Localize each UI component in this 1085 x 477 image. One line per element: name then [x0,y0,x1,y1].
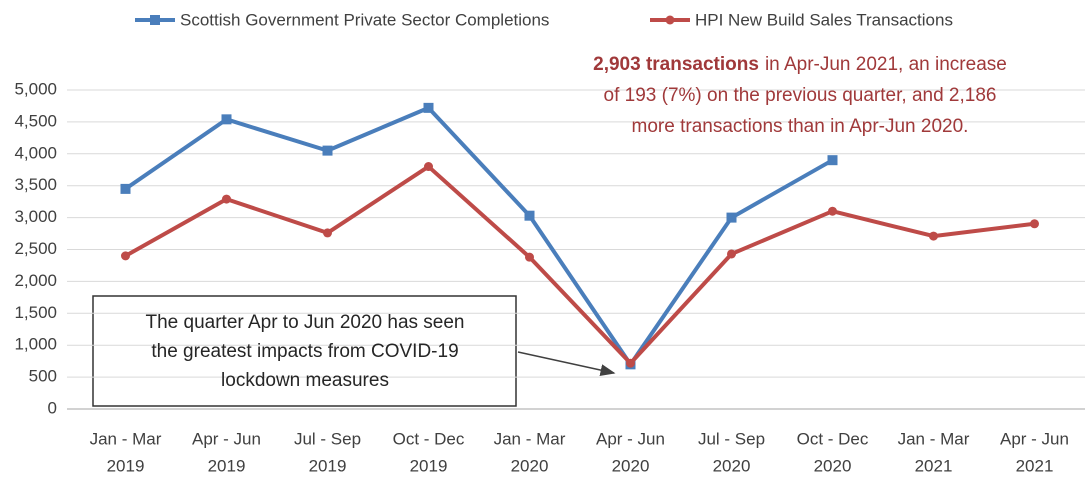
y-tick-label: 500 [29,367,57,386]
annotation-text: 2,903 transactions in Apr-Jun 2021, an in… [593,54,1007,75]
x-tick-label: 2019 [309,456,347,475]
legend-label: Scottish Government Private Sector Compl… [180,10,549,29]
legend-marker [665,15,675,25]
point [929,231,938,241]
point [828,206,837,216]
x-tick-label: Apr - Jun [596,429,665,448]
y-tick-label: 1,500 [14,303,57,322]
x-tick-label: Jan - Mar [898,429,970,448]
series-line [124,164,1035,366]
x-tick-label: Jan - Mar [494,429,566,448]
point [120,183,131,194]
x-tick-label: Jan - Mar [90,429,162,448]
annotation-arrow [517,351,616,376]
annotation-line: in Apr-Jun 2021, an increase [765,54,1007,75]
y-tick-label: 3,500 [14,175,57,194]
annotation-text: the greatest impacts from COVID-19 [151,341,458,362]
annotation-text: The quarter Apr to Jun 2020 has seen [146,312,465,333]
x-tick-label: 2019 [208,456,246,475]
point [323,228,332,238]
point [222,194,231,204]
x-tick-label: 2021 [1016,456,1054,475]
point [424,162,433,172]
annotation-text: more transactions than in Apr-Jun 2020. [632,116,969,137]
y-tick-label: 4,000 [14,143,57,162]
point [827,155,838,166]
x-tick-label: 2020 [814,456,852,475]
point [423,102,434,113]
y-tick-label: 5,000 [14,79,57,98]
y-tick-label: 3,000 [14,207,57,226]
x-tick-label: Apr - Jun [192,429,261,448]
x-tick-label: 2020 [713,456,751,475]
point [121,251,130,261]
point [322,145,333,156]
annotation-text: of 193 (7%) on the previous quarter, and… [604,85,997,106]
y-tick-label: 1,000 [14,335,57,354]
x-tick-label: Oct - Dec [393,429,465,448]
x-tick-label: Oct - Dec [797,429,869,448]
series-line [124,105,834,367]
point [221,114,232,125]
x-tick-label: 2019 [107,456,145,475]
y-tick-label: 0 [48,398,57,417]
point [1030,219,1039,229]
x-tick-label: 2020 [511,456,549,475]
x-tick-label: Apr - Jun [1000,429,1069,448]
y-tick-label: 2,000 [14,271,57,290]
x-tick-label: 2020 [612,456,650,475]
x-tick-label: Jul - Sep [294,429,361,448]
point [525,252,534,262]
annotation-bold: 2,903 transactions [593,54,759,75]
point [726,212,737,223]
legend-label: HPI New Build Sales Transactions [695,10,953,29]
y-tick-label: 4,500 [14,111,57,130]
x-tick-label: 2021 [915,456,953,475]
y-tick-label: 2,500 [14,239,57,258]
x-tick-label: Jul - Sep [698,429,765,448]
annotation-box [92,295,517,407]
point [727,249,736,259]
annotation-text: lockdown measures [221,370,389,391]
annotations: 2,903 transactions in Apr-Jun 2021, an in… [146,54,1007,391]
point [524,210,535,221]
legend-marker [150,15,160,25]
point [626,358,635,368]
x-tick-label: 2019 [410,456,448,475]
